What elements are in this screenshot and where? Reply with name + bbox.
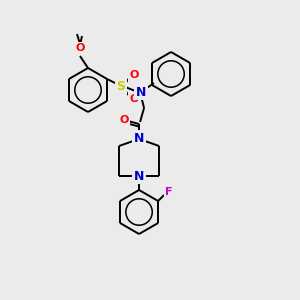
Text: O: O (75, 43, 85, 53)
Text: N: N (134, 169, 144, 182)
Text: S: S (117, 80, 126, 94)
Text: O: O (129, 70, 139, 80)
Text: O: O (129, 94, 139, 104)
Text: N: N (136, 85, 146, 98)
Text: F: F (165, 187, 173, 197)
Text: N: N (134, 131, 144, 145)
Text: O: O (119, 115, 129, 125)
